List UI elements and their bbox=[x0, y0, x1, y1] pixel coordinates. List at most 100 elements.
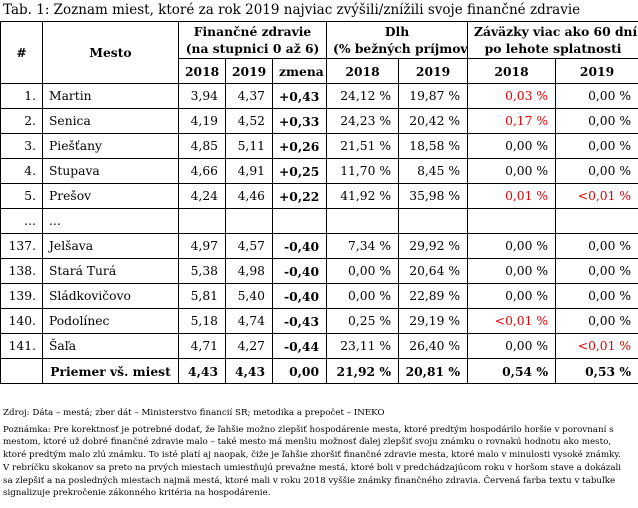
debt-2019: 22,89 % bbox=[398, 283, 469, 309]
health-2018: 4,71 bbox=[178, 333, 226, 359]
liab-2018: 0,00 % bbox=[467, 233, 557, 259]
average-health-2018: 4,43 bbox=[178, 358, 226, 384]
liab-2018: 0,17 % bbox=[467, 108, 557, 134]
debt-2018: 23,11 % bbox=[326, 333, 400, 359]
liab-2019: 0,00 % bbox=[555, 133, 638, 159]
health-2019: 5,40 bbox=[225, 283, 273, 309]
liab-2018: 0,00 % bbox=[467, 283, 557, 309]
average-row: Priemer vš. miest 4,43 4,43 0,00 21,92 % 20,8… bbox=[0, 358, 638, 384]
liab-2018: 0,00 % bbox=[467, 333, 557, 359]
col-header-health: Finančné zdravie (na stupnici 0 až 6) bbox=[177, 21, 328, 59]
health-header-line1: Finančné zdravie bbox=[193, 24, 312, 39]
health-2019: 4,52 bbox=[225, 108, 273, 134]
health-2019: 4,74 bbox=[225, 308, 273, 334]
health-2018: 5,18 bbox=[178, 308, 226, 334]
col-header-city: Mesto bbox=[42, 21, 179, 84]
row-number: 2. bbox=[0, 108, 43, 134]
debt-2019 bbox=[398, 208, 469, 234]
average-health-change: 0,00 bbox=[271, 358, 328, 384]
debt-2018 bbox=[326, 208, 400, 234]
col-header-liab-2018: 2018 bbox=[467, 58, 557, 84]
table-row: ...... bbox=[0, 208, 638, 234]
debt-2018: 41,92 % bbox=[326, 183, 400, 209]
table-row: 139. Sládkovičovo 5,81 5,40 -0,40 0,00 % 22,89… bbox=[0, 283, 638, 309]
row-number: 138. bbox=[0, 258, 43, 284]
cities-table: # Mesto Finančné zdravie (na stupnici 0 … bbox=[0, 21, 638, 384]
table-row: 4. Stupava 4,66 4,91 +0,25 11,70 % 8,45 % 0,00 … bbox=[0, 158, 638, 184]
debt-2019: 20,64 % bbox=[398, 258, 469, 284]
header-row-years: 2018 2019 zmena 2018 2019 2018 2019 bbox=[1, 58, 638, 84]
liab-2019: 0,00 % bbox=[555, 83, 638, 109]
debt-2018: 0,00 % bbox=[326, 283, 400, 309]
city-name: Jelšava bbox=[42, 233, 179, 259]
liab-2018: 0,00 % bbox=[467, 133, 557, 159]
health-change: -0,43 bbox=[271, 308, 328, 334]
health-header-line2: (na stupnici 0 až 6) bbox=[185, 41, 320, 56]
row-number: ... bbox=[0, 208, 43, 234]
table-row: 140. Podolínec 5,18 4,74 -0,43 0,25 % 29,19 % <… bbox=[0, 308, 638, 334]
table-body: 1. Martin 3,94 4,37 +0,43 24,12 % 19,87 % 0,03 … bbox=[0, 83, 638, 384]
health-2018: 4,19 bbox=[178, 108, 226, 134]
table-row: 3. Piešťany 4,85 5,11 +0,26 21,51 % 18,58 % 0,0… bbox=[0, 133, 638, 159]
health-change: +0,22 bbox=[271, 183, 328, 209]
table-row: 2. Senica 4,19 4,52 +0,33 24,23 % 20,42 % 0,17 … bbox=[0, 108, 638, 134]
col-header-health-2018: 2018 bbox=[178, 58, 226, 84]
footer: Zdroj: Dáta – mestá; zber dát – Minister… bbox=[3, 407, 637, 500]
health-change: +0,33 bbox=[271, 108, 328, 134]
liab-2019: 0,00 % bbox=[555, 233, 638, 259]
col-header-change: zmena bbox=[271, 58, 328, 84]
city-name: Piešťany bbox=[42, 133, 179, 159]
health-2019: 4,57 bbox=[225, 233, 273, 259]
health-2018: 3,94 bbox=[178, 83, 226, 109]
debt-2019: 8,45 % bbox=[398, 158, 469, 184]
debt-2018: 21,51 % bbox=[326, 133, 400, 159]
liab-2018: 0,00 % bbox=[467, 258, 557, 284]
debt-2018: 11,70 % bbox=[326, 158, 400, 184]
col-header-liabilities: Záväzky viac ako 60 dní po lehote splatn… bbox=[467, 21, 638, 59]
liab-2019: 0,00 % bbox=[555, 108, 638, 134]
city-name: Stupava bbox=[42, 158, 179, 184]
debt-header-line1: Dlh bbox=[384, 24, 410, 39]
city-name: Prešov bbox=[42, 183, 179, 209]
debt-2019: 18,58 % bbox=[398, 133, 469, 159]
average-label: Priemer vš. miest bbox=[42, 358, 179, 384]
health-change: +0,43 bbox=[271, 83, 328, 109]
debt-2018: 7,34 % bbox=[326, 233, 400, 259]
table-row: 1. Martin 3,94 4,37 +0,43 24,12 % 19,87 % 0,03 … bbox=[0, 83, 638, 109]
table-row: 141. Šaľa 4,71 4,27 -0,44 23,11 % 26,40 % 0,00 … bbox=[0, 333, 638, 359]
col-header-health-2019: 2019 bbox=[225, 58, 273, 84]
city-name: Šaľa bbox=[42, 333, 179, 359]
liab-2019: 0,00 % bbox=[555, 308, 638, 334]
health-2018 bbox=[178, 208, 226, 234]
average-number bbox=[0, 358, 43, 384]
health-2018: 4,97 bbox=[178, 233, 226, 259]
header-row-top: # Mesto Finančné zdravie (na stupnici 0 … bbox=[0, 21, 638, 84]
source-note: Zdroj: Dáta – mestá; zber dát – Minister… bbox=[3, 408, 385, 418]
average-debt-2018: 21,92 % bbox=[326, 358, 400, 384]
debt-2019: 35,98 % bbox=[398, 183, 469, 209]
debt-2018: 0,00 % bbox=[326, 258, 400, 284]
table-row: 138. Stará Turá 5,38 4,98 -0,40 0,00 % 20,64 %… bbox=[0, 258, 638, 284]
table-caption: Tab. 1: Zoznam miest, ktoré za rok 2019 … bbox=[3, 2, 581, 18]
note-line: sa zlepšiť a na posledných miestach najm… bbox=[3, 475, 616, 486]
note-line: ktoré predtým malo zlú známku. To isté p… bbox=[3, 450, 621, 461]
row-number: 1. bbox=[0, 83, 43, 109]
city-name: Stará Turá bbox=[42, 258, 179, 284]
health-2019: 4,27 bbox=[225, 333, 273, 359]
liab-2019: 0,00 % bbox=[555, 158, 638, 184]
liab-2019: 0,00 % bbox=[555, 258, 638, 284]
liab-2018: 0,01 % bbox=[467, 183, 557, 209]
liab-2018: 0,03 % bbox=[467, 83, 557, 109]
liab-header-line2: po lehote splatnosti bbox=[484, 41, 622, 56]
liab-2019: 0,00 % bbox=[555, 283, 638, 309]
row-number: 3. bbox=[0, 133, 43, 159]
debt-2018: 0,25 % bbox=[326, 308, 400, 334]
health-2018: 5,81 bbox=[178, 283, 226, 309]
debt-2018: 24,12 % bbox=[326, 83, 400, 109]
note-line: signalizuje prekročenie zákonného kritér… bbox=[3, 488, 271, 499]
liab-2018 bbox=[467, 208, 557, 234]
note-line: Poznámka: Pre korektnosť je potrebné dod… bbox=[3, 424, 614, 435]
health-change: -0,40 bbox=[271, 258, 328, 284]
health-2019: 4,91 bbox=[225, 158, 273, 184]
health-change: -0,40 bbox=[271, 283, 328, 309]
